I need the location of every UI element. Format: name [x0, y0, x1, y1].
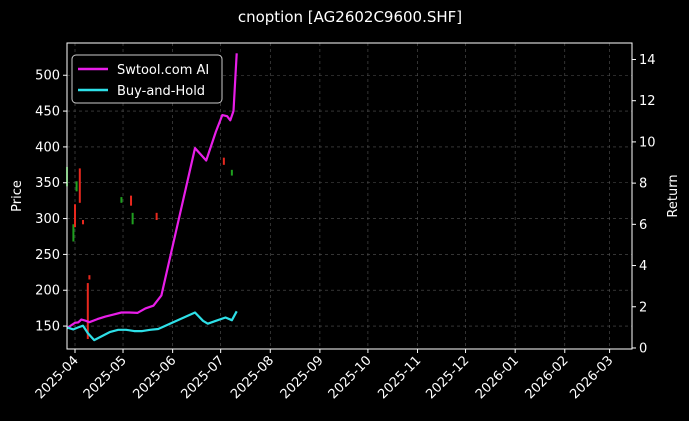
y-right-tick-label: 0 [639, 341, 647, 356]
chart-title: cnoption [AG2602C9600.SHF] [238, 8, 462, 26]
candlestick-up [72, 224, 75, 242]
y-right-tick-label: 14 [639, 53, 656, 68]
candlestick-up [75, 181, 78, 192]
y-axis-left: 150 200 250 300 350 400 450 500 [35, 69, 67, 335]
series-line-ai [66, 53, 238, 330]
y-right-tick-label: 8 [639, 177, 647, 192]
candlestick-down [82, 220, 85, 225]
y-right-tick-label: 2 [639, 300, 647, 315]
y-left-tick-label: 150 [35, 320, 60, 335]
y-right-tick-label: 12 [639, 94, 656, 109]
y-left-tick-label: 200 [35, 284, 60, 299]
candlestick-up [120, 197, 123, 203]
candlestick-down [86, 283, 89, 339]
series-lines [66, 53, 238, 342]
y-right-tick-label: 10 [639, 135, 656, 150]
y-right-tick-label: 6 [639, 218, 647, 233]
y-axis-right: 0 2 4 6 8 10 12 14 [632, 53, 656, 356]
legend-label-hold: Buy-and-Hold [117, 84, 205, 99]
y-axis-left-label: Price [10, 180, 25, 212]
plot-frame [66, 42, 633, 350]
legend-label-ai: Swtool.com AI [117, 63, 209, 78]
legend: Swtool.com AI Buy-and-Hold [71, 54, 223, 104]
legend-box [71, 54, 223, 104]
candlestick-down [88, 275, 91, 280]
y-left-tick-label: 300 [35, 212, 60, 227]
candlestick-down [130, 195, 133, 206]
candlestick-down [74, 204, 77, 228]
y-axis-right-label: Return [666, 174, 681, 217]
candlestick-down [155, 212, 158, 221]
y-left-tick-label: 250 [35, 248, 60, 263]
candlestick-down [78, 168, 81, 203]
y-right-tick-label: 4 [639, 259, 647, 274]
candlestick-up [230, 169, 233, 176]
y-left-tick-label: 500 [35, 69, 60, 84]
candlestick-down [222, 157, 225, 165]
candlestick-up [131, 212, 134, 225]
y-left-tick-label: 350 [35, 176, 60, 191]
y-left-tick-label: 450 [35, 105, 60, 120]
series-line-buy-and-hold [66, 310, 238, 342]
y-left-tick-label: 400 [35, 140, 60, 155]
